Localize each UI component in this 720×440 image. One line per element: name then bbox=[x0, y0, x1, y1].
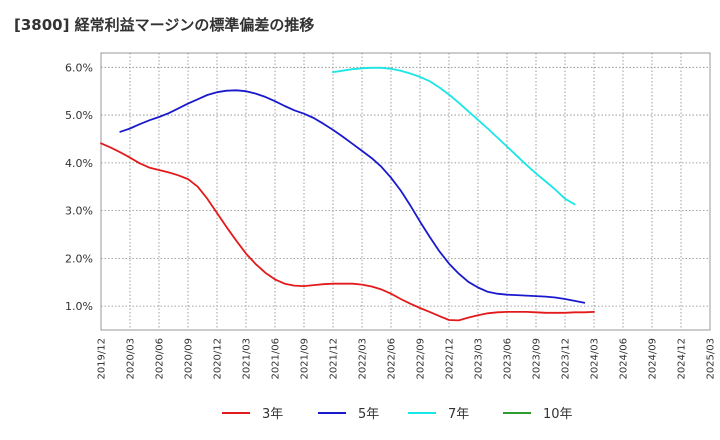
x-tick-label: 2021/09 bbox=[300, 338, 311, 380]
y-tick-label: 3.0% bbox=[65, 205, 93, 218]
y-tick-label: 4.0% bbox=[65, 157, 93, 170]
x-tick-label: 2024/12 bbox=[677, 338, 688, 380]
y-tick-label: 5.0% bbox=[65, 109, 93, 122]
x-tick-label: 2021/03 bbox=[242, 338, 253, 380]
x-tick-label: 2022/03 bbox=[358, 338, 369, 380]
x-tick-label: 2022/06 bbox=[387, 338, 398, 380]
legend-label: 10年 bbox=[543, 407, 573, 422]
y-tick-label: 2.0% bbox=[65, 252, 93, 265]
chart-title: [3800] 経常利益マージンの標準偏差の推移 bbox=[14, 16, 315, 34]
x-tick-label: 2020/09 bbox=[184, 338, 195, 380]
y-tick-label: 6.0% bbox=[65, 61, 93, 74]
x-tick-label: 2024/03 bbox=[590, 338, 601, 380]
series-line bbox=[119, 89, 586, 304]
x-tick-label: 2020/12 bbox=[213, 338, 224, 380]
legend-label: 5年 bbox=[358, 407, 379, 422]
series-line bbox=[100, 142, 595, 322]
series-lines bbox=[100, 66, 595, 322]
x-tick-label: 2019/12 bbox=[97, 338, 108, 380]
plot-area bbox=[100, 52, 711, 331]
x-tick-label: 2022/12 bbox=[445, 338, 456, 380]
legend-label: 3年 bbox=[262, 407, 283, 422]
grid bbox=[101, 53, 710, 330]
x-tick-label: 2022/09 bbox=[416, 338, 427, 380]
x-tick-label: 2023/09 bbox=[532, 338, 543, 380]
x-tick-label: 2021/12 bbox=[329, 338, 340, 380]
y-tick-label: 1.0% bbox=[65, 300, 93, 313]
x-tick-label: 2025/03 bbox=[706, 338, 717, 380]
x-tick-label: 2021/06 bbox=[271, 338, 282, 380]
x-tick-label: 2024/06 bbox=[619, 338, 630, 380]
x-tick-label: 2023/06 bbox=[503, 338, 514, 380]
legend-label: 7年 bbox=[448, 407, 469, 422]
x-tick-label: 2020/03 bbox=[126, 338, 137, 380]
axes: 2019/12 2020/03 2020/06 2020/09 2020/12 2021/… bbox=[65, 61, 716, 379]
x-tick-label: 2020/06 bbox=[155, 338, 166, 380]
legend: 3年 5年 7年 10年 bbox=[222, 407, 573, 422]
series-line bbox=[332, 66, 576, 206]
x-tick-label: 2024/09 bbox=[648, 338, 659, 380]
x-tick-label: 2023/12 bbox=[561, 338, 572, 380]
x-tick-label: 2023/03 bbox=[474, 338, 485, 380]
